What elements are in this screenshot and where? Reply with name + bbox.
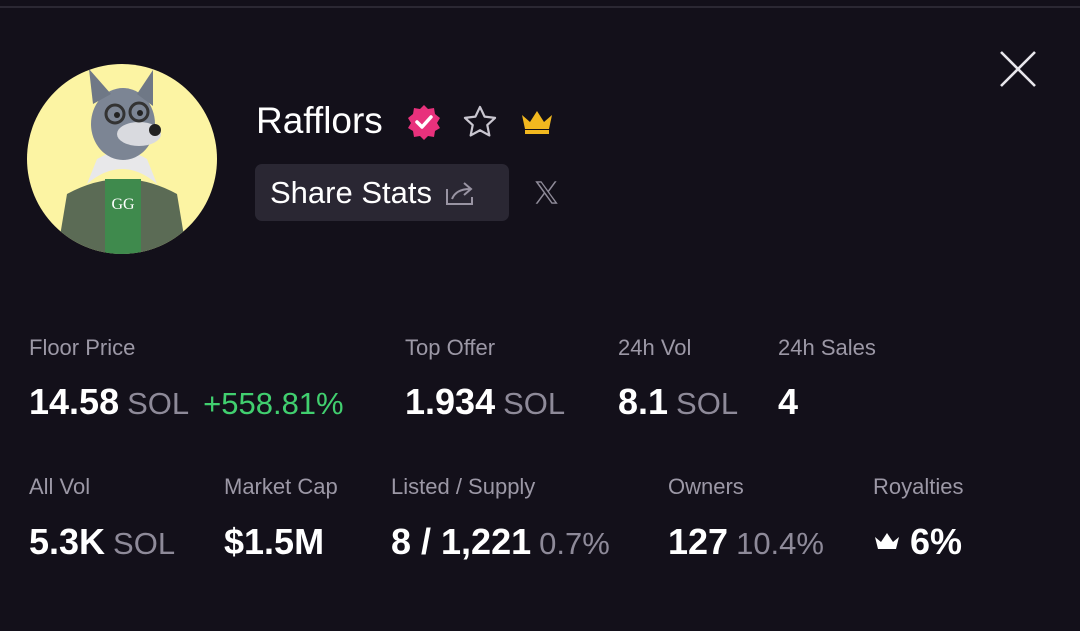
listed-supply: 8 / 1,221 [391, 521, 532, 562]
stat-label: 24h Sales [778, 335, 876, 360]
share-stats-label: Share Stats [270, 174, 432, 210]
stat-value: 8 / 1,221 0.7% [391, 521, 610, 565]
stat-label: 24h Vol [618, 335, 692, 360]
avatar: GG [27, 64, 217, 254]
stat-value: 8.1 SOL [618, 381, 738, 425]
share-icon [445, 181, 473, 205]
volume-24h: 8.1 [618, 381, 669, 422]
unit: SOL [503, 386, 566, 421]
unit: 0.7% [539, 526, 610, 561]
sales-24h: 4 [778, 381, 799, 422]
stat-value: 5.3K SOL [29, 521, 175, 565]
top-offer: 1.934 [405, 381, 496, 422]
stat-label: Top Offer [405, 335, 496, 360]
verified-badge [408, 105, 440, 140]
crown-icon [522, 111, 552, 134]
unit: SOL [676, 386, 739, 421]
stat-label: Listed / Supply [391, 474, 536, 499]
stat-value: 14.58 SOL +558.81% [29, 381, 344, 425]
stat-label: All Vol [29, 474, 91, 499]
share-stats-button[interactable]: Share Stats [255, 164, 509, 221]
stat-value: $1.5M [224, 521, 324, 563]
all-volume: 5.3K [29, 521, 106, 562]
svg-text:GG: GG [111, 196, 135, 213]
stat-value: 4 [778, 381, 798, 423]
market-cap: $1.5M [224, 521, 325, 562]
stat-label: Royalties [873, 474, 964, 499]
stat-value: 6% [910, 521, 962, 563]
stat-label: Owners [668, 474, 744, 499]
unit: SOL [127, 386, 190, 421]
stat-label: Market Cap [224, 474, 338, 499]
floor-price: 14.58 [29, 381, 120, 422]
x-share-link[interactable] [533, 179, 560, 206]
owners: 127 [668, 521, 729, 562]
favorite-star[interactable] [461, 103, 499, 141]
collection-name: Rafflors [256, 100, 383, 141]
stat-value: 127 10.4% [668, 521, 824, 565]
divider [0, 6, 1080, 8]
unit: 10.4% [736, 526, 824, 561]
royalties: 6% [910, 521, 963, 562]
stat-value: 1.934 SOL [405, 381, 565, 425]
close-button[interactable] [999, 50, 1037, 88]
royalty-crown-icon [875, 533, 899, 549]
unit: SOL [113, 526, 176, 561]
change: +558.81% [203, 386, 344, 421]
stat-label: Floor Price [29, 335, 136, 360]
